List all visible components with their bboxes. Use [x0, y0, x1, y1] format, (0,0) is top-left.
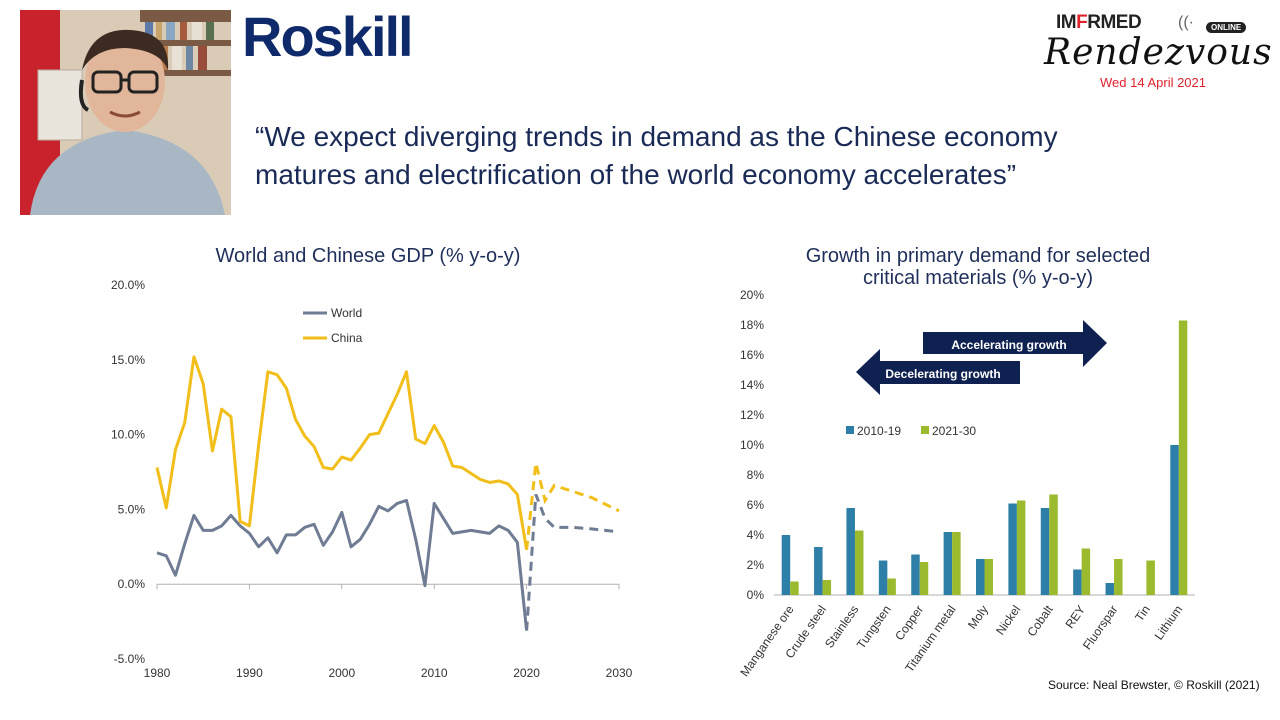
- bar-category-label: Moly: [965, 603, 991, 632]
- gdp-legend-label: World: [331, 306, 362, 320]
- bar-y-tick-label: 12%: [740, 408, 764, 422]
- bar-y-tick-label: 14%: [740, 378, 764, 392]
- materials-chart-title: Growth in primary demand for selected cr…: [740, 245, 1216, 289]
- bar-2021-30: [1049, 494, 1058, 595]
- online-badge: ONLINE: [1206, 22, 1247, 33]
- gdp-y-tick-label: -5.0%: [114, 652, 146, 666]
- gdp-y-tick-label: 15.0%: [111, 353, 145, 367]
- bar-legend-swatch: [921, 426, 929, 434]
- bar-2021-30: [919, 562, 929, 595]
- gdp-y-tick-label: 10.0%: [111, 428, 145, 442]
- bar-2021-30: [790, 581, 799, 595]
- bar-2021-30: [1081, 548, 1091, 595]
- gdp-y-tick-label: 5.0%: [118, 502, 146, 516]
- bar-2010-19: [1073, 569, 1082, 595]
- bar-y-tick-label: 0%: [747, 588, 765, 602]
- signal-icon: ((·: [1178, 14, 1194, 31]
- bar-2010-19: [911, 554, 920, 595]
- bar-2021-30: [1114, 559, 1123, 595]
- gdp-x-tick-label: 2030: [606, 666, 633, 680]
- bar-2010-19: [1105, 583, 1115, 595]
- bar-y-tick-label: 10%: [740, 438, 764, 452]
- bar-y-tick-label: 8%: [747, 468, 765, 482]
- event-name: IMFRMED: [1056, 12, 1142, 33]
- bar-2021-30: [887, 578, 896, 595]
- gdp-series-china-forecast: [525, 462, 620, 550]
- bar-2021-30: [1178, 320, 1188, 595]
- bar-2021-30: [1016, 500, 1026, 595]
- event-subtitle: Rendezvous: [1044, 32, 1273, 73]
- quote-text: “We expect diverging trends in demand as…: [255, 121, 1058, 190]
- gdp-chart-title: World and Chinese GDP (% y-o-y): [215, 245, 521, 267]
- bar-category-label: Nickel: [993, 603, 1023, 638]
- bar-2010-19: [781, 535, 791, 595]
- gdp-x-tick-label: 1990: [236, 666, 263, 680]
- bar-2010-19: [846, 508, 855, 595]
- accelerating-label: Accelerating growth: [951, 338, 1066, 352]
- accelerating-arrow: [923, 320, 1107, 367]
- bar-y-tick-label: 20%: [740, 288, 764, 302]
- speaker-video: [20, 10, 231, 215]
- bar-2021-30: [1146, 560, 1155, 595]
- gdp-series-world-forecast: [525, 493, 620, 631]
- bar-category-label: Copper: [892, 603, 926, 643]
- bar-2021-30: [854, 530, 864, 595]
- bar-2010-19: [943, 532, 953, 595]
- decelerating-label: Decelerating growth: [885, 367, 1000, 381]
- materials-bar-chart: 0% 2% 4% 6% 8% 10% 12% 14% 16% 18% 20% Manganese or…: [737, 288, 1195, 679]
- gdp-x-tick-label: 2010: [421, 666, 448, 680]
- bar-legend-label: 2010-19: [857, 424, 901, 438]
- materials-chart-title-line2: critical materials (% y-o-y): [862, 267, 1094, 289]
- materials-chart-title-line1: Growth in primary demand for selected: [805, 245, 1151, 267]
- bar-2010-19: [1170, 445, 1179, 595]
- gdp-series-china-actual: [155, 355, 529, 551]
- bar-2010-19: [976, 559, 985, 595]
- bar-y-tick-label: 16%: [740, 348, 764, 362]
- gdp-line-chart: -5.0% 0.0% 5.0% 10.0% 15.0% 20.0% 1980 1990 2000…: [111, 278, 633, 680]
- bar-2010-19: [1008, 503, 1017, 595]
- bar-category-label: Manganese ore: [737, 602, 796, 679]
- gdp-legend-label: China: [331, 331, 363, 345]
- brand-logo: Roskill: [242, 5, 414, 68]
- gdp-series-world-actual: [156, 498, 529, 631]
- bar-2010-19: [878, 560, 888, 595]
- event-logo: IMFRMED ((· ONLINE Rendezvous Wed 14 Apr…: [1040, 8, 1273, 98]
- bar-y-tick-label: 4%: [747, 528, 765, 542]
- gdp-y-tick-label: 20.0%: [111, 278, 145, 292]
- bar-category-label: Lithium: [1152, 603, 1186, 643]
- speaker-video-image: [20, 10, 231, 215]
- bar-y-tick-label: 18%: [740, 318, 764, 332]
- bar-category-label: REY: [1062, 603, 1088, 631]
- bar-2021-30: [952, 532, 961, 595]
- bar-2010-19: [814, 547, 823, 595]
- event-date: Wed 14 April 2021: [1100, 75, 1206, 90]
- bar-y-tick-label: 2%: [747, 558, 765, 572]
- bar-2010-19: [1040, 508, 1050, 595]
- gdp-x-tick-label: 2020: [513, 666, 540, 680]
- source-note: Source: Neal Brewster, © Roskill (2021): [1048, 678, 1260, 692]
- bar-y-tick-label: 6%: [747, 498, 765, 512]
- bar-category-label: Tin: [1132, 603, 1153, 624]
- bar-category-label: Cobalt: [1024, 602, 1056, 639]
- gdp-x-tick-label: 1980: [144, 666, 171, 680]
- bar-legend-label: 2021-30: [932, 424, 976, 438]
- gdp-y-tick-label: 0.0%: [118, 577, 146, 591]
- bar-2021-30: [984, 559, 993, 595]
- bar-legend-swatch: [846, 426, 854, 434]
- gdp-x-tick-label: 2000: [328, 666, 355, 680]
- decelerating-arrow: [856, 349, 1020, 395]
- bar-2021-30: [822, 580, 832, 595]
